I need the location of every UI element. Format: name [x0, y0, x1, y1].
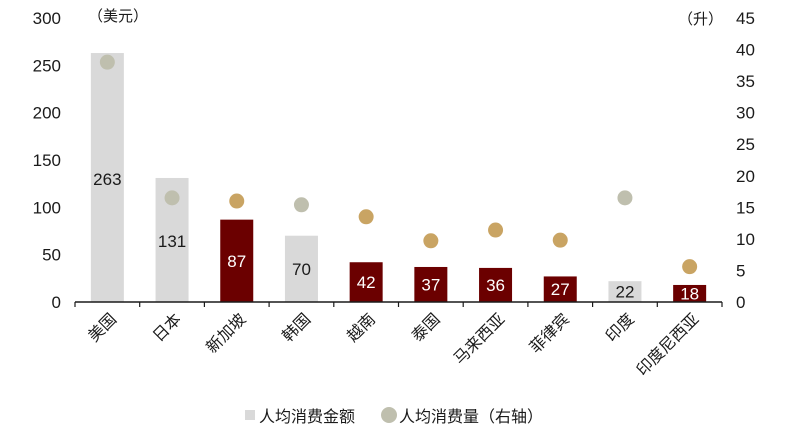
left-axis-unit: （美元）	[88, 7, 148, 25]
left-tick-label: 0	[52, 293, 61, 312]
category-label: 越南	[343, 309, 379, 345]
circle-marker-icon	[381, 407, 398, 423]
volume-dot	[488, 222, 504, 238]
category-label: 菲律宾	[526, 309, 573, 356]
bar-value-label: 263	[93, 170, 121, 189]
bar	[349, 262, 383, 302]
right-tick-label: 45	[736, 9, 755, 28]
category-label: 日本	[149, 309, 185, 345]
bar	[284, 235, 318, 302]
category-label: 韩国	[278, 309, 314, 345]
legend-item-volume: 人均消费量（右轴）	[381, 403, 543, 427]
volume-dot	[99, 54, 115, 70]
legend-item-amount: 人均消费金额	[245, 403, 355, 427]
x-axis-ticks	[74, 302, 723, 307]
bar-value-label: 18	[680, 284, 699, 303]
square-marker-icon	[245, 410, 255, 420]
bar	[220, 219, 254, 302]
volume-dot	[682, 259, 698, 275]
category-label: 新加坡	[202, 309, 249, 356]
volume-dot	[293, 197, 309, 213]
left-axis-ticks: 0 50 100 150 200 250 300	[33, 9, 61, 312]
left-tick-label: 150	[33, 151, 61, 170]
bar	[673, 284, 707, 302]
dot-series	[99, 54, 698, 275]
category-label: 美国	[84, 309, 120, 345]
right-tick-label: 0	[736, 293, 745, 312]
volume-dot	[423, 233, 439, 249]
bar-value-label: 27	[551, 280, 570, 299]
volume-dot	[229, 193, 245, 209]
category-label: 印度	[602, 309, 638, 345]
volume-dot	[164, 190, 180, 206]
volume-dot	[617, 190, 633, 206]
legend-label: 人均消费金额	[259, 407, 356, 426]
right-tick-label: 10	[736, 230, 755, 249]
bar	[608, 281, 642, 302]
bar-value-label: 70	[292, 260, 311, 279]
bar	[414, 266, 448, 302]
bar	[543, 276, 577, 302]
right-tick-label: 40	[736, 41, 755, 60]
bar-value-label: 131	[158, 232, 186, 251]
left-tick-label: 250	[33, 56, 61, 75]
left-tick-label: 200	[33, 104, 61, 123]
right-tick-label: 20	[736, 167, 755, 186]
bar-value-label: 22	[615, 283, 634, 302]
legend: 人均消费金额 人均消费量（右轴）	[245, 403, 569, 427]
bar	[90, 53, 124, 302]
bar-value-label: 37	[421, 275, 440, 294]
category-label: 马来西亚	[450, 309, 509, 368]
category-label: 印度尼西亚	[632, 309, 702, 379]
category-label: 泰国	[408, 309, 444, 345]
bar-series: 263 131 87 70 42 37 36 27 22 18	[90, 53, 707, 303]
left-tick-label: 50	[42, 246, 61, 265]
bar-value-label: 36	[486, 276, 505, 295]
bar	[479, 267, 513, 302]
bar-value-label: 87	[227, 252, 246, 271]
right-tick-label: 35	[736, 72, 755, 91]
right-tick-label: 15	[736, 198, 755, 217]
right-tick-label: 25	[736, 135, 755, 154]
right-axis-ticks: 0 5 10 15 20 25 30 35 40 45	[736, 9, 755, 312]
right-tick-label: 5	[736, 261, 745, 280]
left-tick-label: 300	[33, 9, 61, 28]
volume-dot	[358, 209, 374, 225]
volume-dot	[552, 232, 568, 248]
bar-value-label: 42	[357, 273, 376, 292]
chart-canvas: 0 50 100 150 200 250 300 0 5 10 15 20 25 30 35 40 45 （美…	[33, 7, 755, 379]
right-axis-unit: （升）	[678, 10, 723, 28]
right-tick-label: 30	[736, 104, 755, 123]
left-tick-label: 100	[33, 198, 61, 217]
legend-label: 人均消费量（右轴）	[399, 407, 544, 426]
